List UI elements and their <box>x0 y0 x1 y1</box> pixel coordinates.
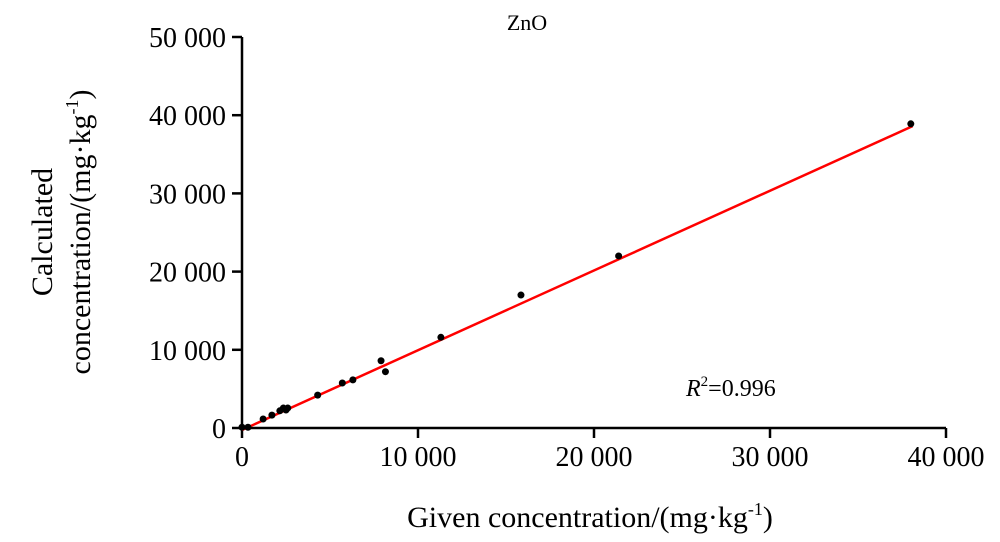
x-tick-label: 20 000 <box>556 442 633 473</box>
data-point <box>244 423 252 431</box>
x-axis-label: Given concentration/(mg·kg-1) <box>407 499 773 534</box>
data-point <box>615 252 623 260</box>
y-tick-label: 40 000 <box>149 101 226 132</box>
data-point <box>517 291 525 299</box>
x-tick-label: 40 000 <box>908 442 985 473</box>
data-point <box>377 357 385 365</box>
data-point <box>381 368 389 376</box>
data-point <box>907 120 915 128</box>
data-point <box>268 411 276 419</box>
y-axis-label: Calculated concentration/(mg·kg-1) <box>26 90 97 375</box>
x-tick-label: 10 000 <box>380 442 457 473</box>
data-point <box>259 415 267 423</box>
data-point <box>284 404 292 412</box>
data-point <box>349 376 357 384</box>
x-tick-label: 30 000 <box>732 442 809 473</box>
chart-title: ZnO <box>507 10 547 35</box>
y-tick-label: 0 <box>212 414 226 445</box>
y-axis-label-line1: Calculated <box>26 168 59 296</box>
y-tick-label: 50 000 <box>149 23 226 54</box>
y-tick-label: 10 000 <box>149 336 226 367</box>
data-point <box>238 423 246 431</box>
x-tick-label: 0 <box>235 442 249 473</box>
data-point <box>338 379 346 387</box>
data-point <box>437 333 445 341</box>
data-point <box>314 391 322 399</box>
y-tick-label: 30 000 <box>149 179 226 210</box>
y-tick-label: 20 000 <box>149 258 226 289</box>
y-axis-label-line2: concentration/(mg·kg-1) <box>62 90 97 375</box>
r-squared-annotation: R2=0.996 <box>685 374 776 402</box>
